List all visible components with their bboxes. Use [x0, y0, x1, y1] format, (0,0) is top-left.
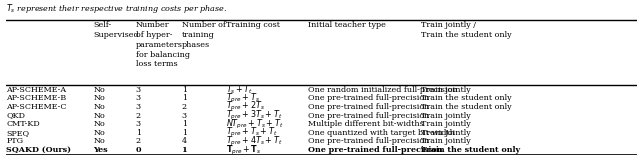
Text: Train jointly: Train jointly — [421, 137, 471, 145]
Text: No: No — [93, 94, 105, 102]
Text: Number of
training
phases: Number of training phases — [182, 21, 225, 49]
Text: Train jointly /
Train the student only: Train jointly / Train the student only — [421, 21, 512, 39]
Text: SQAKD (Ours): SQAKD (Ours) — [6, 146, 72, 154]
Text: Train the student only: Train the student only — [421, 103, 512, 111]
Text: 0: 0 — [136, 146, 141, 154]
Text: One pre-trained full-precision: One pre-trained full-precision — [308, 146, 442, 154]
Text: $T_{pre} + T_s + T_t$: $T_{pre} + T_s + T_t$ — [226, 126, 277, 139]
Text: Train jointly: Train jointly — [421, 120, 471, 128]
Text: Yes: Yes — [93, 146, 108, 154]
Text: 3: 3 — [136, 86, 141, 94]
Text: 2: 2 — [136, 137, 141, 145]
Text: 1: 1 — [182, 86, 187, 94]
Text: 3: 3 — [182, 111, 187, 120]
Text: 2: 2 — [136, 111, 141, 120]
Text: AP-SCHEME-B: AP-SCHEME-B — [6, 94, 67, 102]
Text: 4: 4 — [182, 137, 187, 145]
Text: SPEQ: SPEQ — [6, 129, 29, 137]
Text: 1: 1 — [182, 94, 187, 102]
Text: $T_{pre} + 2T_s$: $T_{pre} + 2T_s$ — [226, 100, 265, 114]
Text: Initial teacher type: Initial teacher type — [308, 21, 386, 29]
Text: 3: 3 — [136, 94, 141, 102]
Text: No: No — [93, 103, 105, 111]
Text: PTG: PTG — [6, 137, 24, 145]
Text: Self-
Supervised: Self- Supervised — [93, 21, 139, 39]
Text: No: No — [93, 137, 105, 145]
Text: Training cost: Training cost — [226, 21, 280, 29]
Text: 1: 1 — [182, 129, 187, 137]
Text: 3: 3 — [136, 120, 141, 128]
Text: No: No — [93, 129, 105, 137]
Text: AP-SCHEME-C: AP-SCHEME-C — [6, 103, 67, 111]
Text: Train the student only: Train the student only — [421, 94, 512, 102]
Text: One random initialized full-precision: One random initialized full-precision — [308, 86, 457, 94]
Text: No: No — [93, 86, 105, 94]
Text: 1: 1 — [182, 120, 187, 128]
Text: $T_{pre} + 3T_s + T_t$: $T_{pre} + 3T_s + T_t$ — [226, 109, 282, 122]
Text: Train jointly: Train jointly — [421, 111, 471, 120]
Text: One quantized with target bit-width: One quantized with target bit-width — [308, 129, 454, 137]
Text: $T_{pre} + 4T_s + T_t$: $T_{pre} + 4T_s + T_t$ — [226, 135, 282, 148]
Text: No: No — [93, 120, 105, 128]
Text: Multiple different bit-widths: Multiple different bit-widths — [308, 120, 424, 128]
Text: One pre-trained full-precision: One pre-trained full-precision — [308, 94, 429, 102]
Text: Train jointly: Train jointly — [421, 86, 471, 94]
Text: CMT-KD: CMT-KD — [6, 120, 40, 128]
Text: 2: 2 — [182, 103, 187, 111]
Text: No: No — [93, 111, 105, 120]
Text: 1: 1 — [182, 146, 188, 154]
Text: One pre-trained full-precision: One pre-trained full-precision — [308, 103, 429, 111]
Text: $NT_{pre} + T_s + T_t$: $NT_{pre} + T_s + T_t$ — [226, 118, 283, 131]
Text: $T_{pre} + T_s$: $T_{pre} + T_s$ — [226, 92, 260, 105]
Text: 1: 1 — [136, 129, 141, 137]
Text: $T_s + T_t$: $T_s + T_t$ — [226, 83, 253, 96]
Text: $T_s$ represent their respective training costs per phase.: $T_s$ represent their respective trainin… — [6, 2, 228, 15]
Text: Train the student only: Train the student only — [421, 146, 520, 154]
Text: QKD: QKD — [6, 111, 26, 120]
Text: Number
of hyper-
parameters
for balancing
loss terms: Number of hyper- parameters for balancin… — [136, 21, 189, 68]
Text: One pre-trained full-precision: One pre-trained full-precision — [308, 137, 429, 145]
Text: Train jointly: Train jointly — [421, 129, 471, 137]
Text: 3: 3 — [136, 103, 141, 111]
Text: One pre-trained full-precision: One pre-trained full-precision — [308, 111, 429, 120]
Text: $\mathbf{T}_{pre} + \mathbf{T}_s$: $\mathbf{T}_{pre} + \mathbf{T}_s$ — [226, 143, 261, 156]
Text: AP-SCHEME-A: AP-SCHEME-A — [6, 86, 67, 94]
